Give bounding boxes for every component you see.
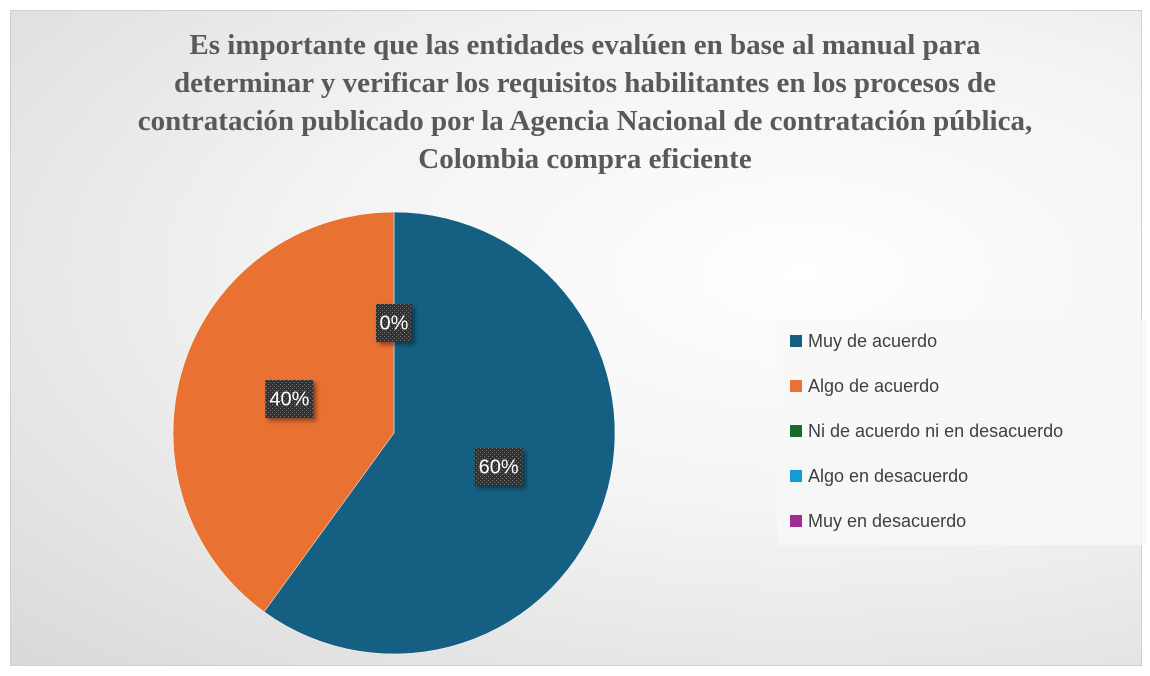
legend-label: Algo de acuerdo (808, 376, 939, 396)
legend-box (777, 320, 1147, 545)
data-label-box (474, 447, 523, 486)
pie-slice (263, 211, 616, 655)
legend-swatch (790, 380, 802, 392)
chart-title: Es importante que las entidades evalúen … (137, 29, 1033, 175)
data-label: 40% (269, 388, 309, 410)
legend-swatch (790, 335, 802, 347)
legend-label: Algo en desacuerdo (808, 466, 968, 486)
data-label-box (265, 380, 314, 419)
data-label: 0% (380, 312, 409, 334)
legend-label: Muy de acuerdo (808, 331, 937, 351)
legend-swatch (790, 425, 802, 437)
legend-swatch (790, 470, 802, 482)
data-label: 60% (479, 456, 519, 478)
legend-label: Muy en desacuerdo (808, 511, 966, 531)
legend-label: Ni de acuerdo ni en desacuerdo (808, 421, 1063, 441)
legend-swatch (790, 515, 802, 527)
data-label-box (376, 304, 412, 342)
